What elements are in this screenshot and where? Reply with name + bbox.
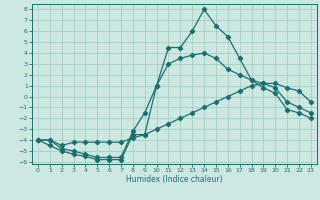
X-axis label: Humidex (Indice chaleur): Humidex (Indice chaleur): [126, 175, 223, 184]
